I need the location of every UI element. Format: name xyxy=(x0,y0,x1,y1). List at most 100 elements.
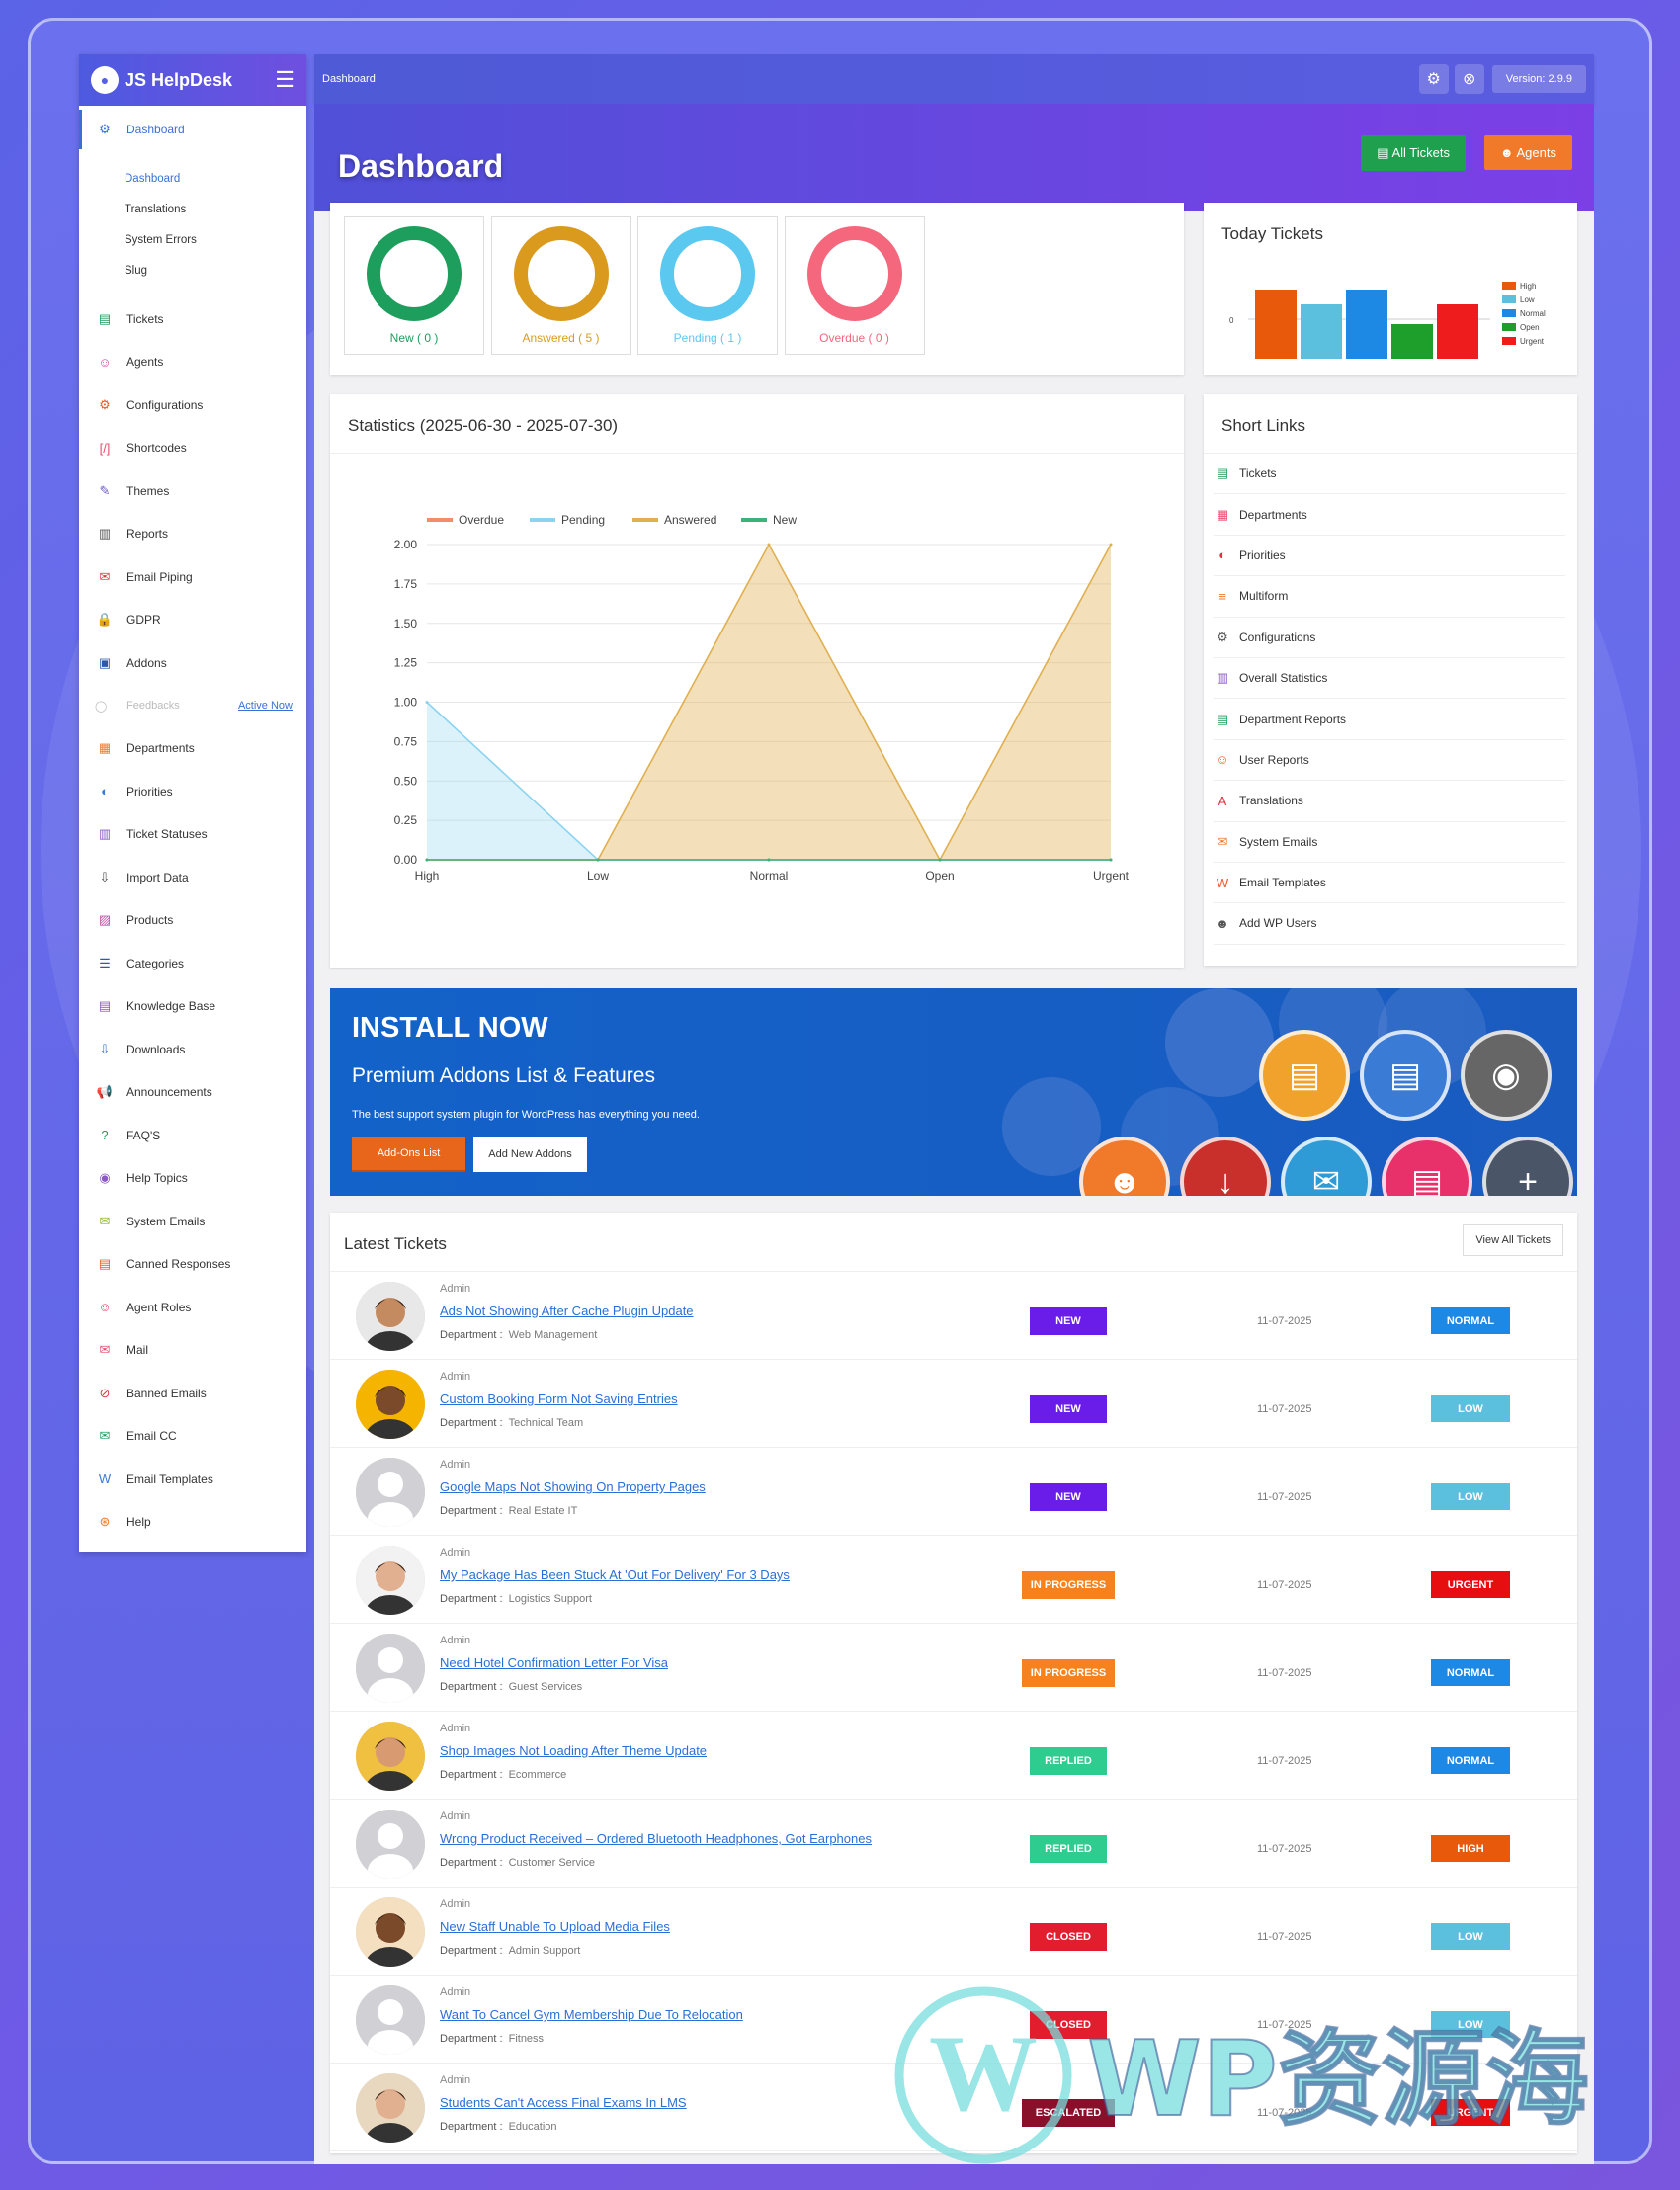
status-badge: ESCALATED xyxy=(1022,2099,1115,2127)
banner-subheading: Premium Addons List & Features xyxy=(352,1064,655,1087)
sidebar-item-email-piping[interactable]: ✉ Email Piping xyxy=(79,555,306,599)
ticket-title-link[interactable]: Students Can't Access Final Exams In LMS xyxy=(440,2095,687,2110)
addon-chat-icon: ◉ xyxy=(1461,1030,1552,1121)
ticket-title-link[interactable]: Want To Cancel Gym Membership Due To Rel… xyxy=(440,2007,743,2022)
short-link-user-reports[interactable]: ☺ User Reports xyxy=(1214,740,1565,782)
sidebar-item-canned-responses[interactable]: ▤ Canned Responses xyxy=(79,1243,306,1287)
sidebar-item-label: Addons xyxy=(126,655,167,670)
legend-swatch xyxy=(1502,309,1516,317)
sidebar-item-ticket-statuses[interactable]: ▥ Ticket Statuses xyxy=(79,813,306,857)
sidebar-item-banned-emails[interactable]: ⊘ Banned Emails xyxy=(79,1372,306,1415)
install-addons-banner: INSTALL NOW Premium Addons List & Featur… xyxy=(330,988,1577,1196)
short-link-overall-statistics[interactable]: ▥ Overall Statistics xyxy=(1214,658,1565,700)
stat-label: New ( 0 ) xyxy=(389,331,439,345)
short-link-tickets[interactable]: ▤ Tickets xyxy=(1214,454,1565,495)
breadcrumb[interactable]: Dashboard xyxy=(322,73,376,85)
agents-label: Agents xyxy=(1516,145,1556,160)
short-link-multiform[interactable]: ≡ Multiform xyxy=(1214,576,1565,618)
active-now-link[interactable]: Active Now xyxy=(237,700,293,712)
ticket-date: 11-07-2025 xyxy=(1257,1579,1312,1591)
short-link-email-templates[interactable]: W Email Templates xyxy=(1214,863,1565,904)
sidebar-item-tickets[interactable]: ▤ Tickets xyxy=(79,297,306,341)
ticket-department: Department : Admin Support xyxy=(440,1945,580,1957)
sidebar-item-products[interactable]: ▨ Products xyxy=(79,899,306,943)
gear-icon: ⚙ xyxy=(99,396,111,412)
department-value: Guest Services xyxy=(508,1681,583,1693)
ticket-title-link[interactable]: My Package Has Been Stuck At 'Out For De… xyxy=(440,1567,790,1582)
sidebar-item-label: Email CC xyxy=(126,1429,177,1444)
sidebar-item-label: Configurations xyxy=(126,397,204,412)
add-user-icon: ☻ xyxy=(1216,915,1229,931)
short-link-add-wp-users[interactable]: ☻ Add WP Users xyxy=(1214,903,1565,945)
sidebar-item-departments[interactable]: ▦ Departments xyxy=(79,727,306,771)
sidebar-item-help[interactable]: ⊛ Help xyxy=(79,1501,306,1545)
ticket-title-link[interactable]: Custom Booking Form Not Saving Entries xyxy=(440,1391,678,1406)
short-link-configurations[interactable]: ⚙ Configurations xyxy=(1214,618,1565,658)
short-link-priorities[interactable]: ◐ Priorities xyxy=(1214,536,1565,577)
status-badge: IN PROGRESS xyxy=(1022,1571,1115,1599)
stat-box[interactable]: Overdue ( 0 ) xyxy=(784,216,925,355)
department-label: Department : xyxy=(440,1417,503,1429)
stat-box[interactable]: Answered ( 5 ) xyxy=(490,216,631,355)
sidebar-item-email-cc[interactable]: ✉ Email CC xyxy=(79,1415,306,1459)
ticket-title-link[interactable]: Ads Not Showing After Cache Plugin Updat… xyxy=(440,1304,694,1318)
sidebar-item-shortcodes[interactable]: [/] Shortcodes xyxy=(79,427,306,470)
short-link-department-reports[interactable]: ▤ Department Reports xyxy=(1214,699,1565,740)
short-links-title: Short Links xyxy=(1221,416,1306,435)
status-badge: REPLIED xyxy=(1030,1747,1107,1775)
ticket-title-link[interactable]: Shop Images Not Loading After Theme Upda… xyxy=(440,1743,708,1758)
sidebar-item-label: Categories xyxy=(126,956,185,970)
sidebar-subitem-system-errors[interactable]: System Errors xyxy=(125,233,197,246)
sidebar-item-downloads[interactable]: ⇩ Downloads xyxy=(79,1028,306,1071)
stat-box[interactable]: Pending ( 1 ) xyxy=(637,216,778,355)
ticket-title-link[interactable]: Need Hotel Confirmation Letter For Visa xyxy=(440,1655,668,1670)
sidebar-subitem-slug[interactable]: Slug xyxy=(125,264,148,277)
sidebar-item-configurations[interactable]: ⚙ Configurations xyxy=(79,383,306,427)
short-link-translations[interactable]: A Translations xyxy=(1214,781,1565,822)
department-label: Department : xyxy=(440,1769,503,1781)
short-link-system-emails[interactable]: ✉ System Emails xyxy=(1214,822,1565,863)
all-tickets-button[interactable]: ▤ All Tickets xyxy=(1361,135,1466,171)
sidebar-item-agent-roles[interactable]: ☺ Agent Roles xyxy=(79,1286,306,1329)
sidebar-item-faq-s[interactable]: ? FAQ'S xyxy=(79,1114,306,1157)
legend-swatch xyxy=(1502,282,1516,290)
banner-text: The best support system plugin for WordP… xyxy=(352,1109,700,1121)
agents-button[interactable]: ☻ Agents xyxy=(1483,135,1572,170)
sidebar-item-label: Agents xyxy=(126,355,164,370)
sidebar-item-themes[interactable]: ✎ Themes xyxy=(79,469,306,513)
department-label: Department : xyxy=(440,1945,503,1957)
sidebar-item-label: FAQ'S xyxy=(126,1128,161,1142)
department-icon: ▦ xyxy=(1216,506,1229,522)
view-all-tickets-button[interactable]: View All Tickets xyxy=(1463,1224,1563,1256)
hamburger-menu-icon[interactable]: ☰ xyxy=(275,67,294,92)
support-lifebuoy-icon[interactable]: ⊗ xyxy=(1454,64,1484,94)
settings-gear-icon[interactable]: ⚙ xyxy=(1418,64,1449,94)
stat-box[interactable]: New ( 0 ) xyxy=(344,216,484,355)
app-name[interactable]: JS HelpDesk xyxy=(125,69,233,90)
sidebar-item-knowledge-base[interactable]: ▤ Knowledge Base xyxy=(79,985,306,1029)
ticket-title-link[interactable]: Google Maps Not Showing On Property Page… xyxy=(440,1479,706,1494)
sidebar-item-announcements[interactable]: 📢 Announcements xyxy=(79,1071,306,1115)
ticket-row: Admin Need Hotel Confirmation Letter For … xyxy=(330,1624,1577,1712)
legend-label: Normal xyxy=(1520,309,1546,318)
add-new-addons-button[interactable]: Add New Addons xyxy=(473,1137,587,1172)
sidebar-item-email-templates[interactable]: W Email Templates xyxy=(79,1458,306,1501)
addons-list-button[interactable]: Add-Ons List xyxy=(352,1137,465,1172)
sidebar-item-reports[interactable]: ▥ Reports xyxy=(79,513,306,556)
sidebar-item-categories[interactable]: ☰ Categories xyxy=(79,942,306,985)
sidebar-item-help-topics[interactable]: ◉ Help Topics xyxy=(79,1157,306,1201)
sidebar-item-dashboard[interactable]: ⚙ Dashboard xyxy=(79,110,306,149)
sidebar-item-addons[interactable]: ▣ Addons xyxy=(79,641,306,685)
sidebar-item-priorities[interactable]: ◐ Priorities xyxy=(79,770,306,813)
sidebar-item-agents[interactable]: ☺ Agents xyxy=(79,341,306,384)
ticket-title-link[interactable]: Wrong Product Received – Ordered Bluetoo… xyxy=(440,1831,872,1846)
ticket-title-link[interactable]: New Staff Unable To Upload Media Files xyxy=(440,1919,670,1934)
sidebar-subitem-translations[interactable]: Translations xyxy=(125,203,187,215)
sidebar-item-import-data[interactable]: ⇩ Import Data xyxy=(79,856,306,899)
short-link-departments[interactable]: ▦ Departments xyxy=(1214,494,1565,536)
sidebar-item-gdpr[interactable]: 🔒 GDPR xyxy=(79,599,306,642)
sidebar-item-mail[interactable]: ✉ Mail xyxy=(79,1329,306,1373)
y-tick-label: 0.00 xyxy=(394,853,418,867)
sidebar-item-system-emails[interactable]: ✉ System Emails xyxy=(79,1200,306,1243)
sidebar-subitem-dashboard[interactable]: Dashboard xyxy=(125,172,181,185)
